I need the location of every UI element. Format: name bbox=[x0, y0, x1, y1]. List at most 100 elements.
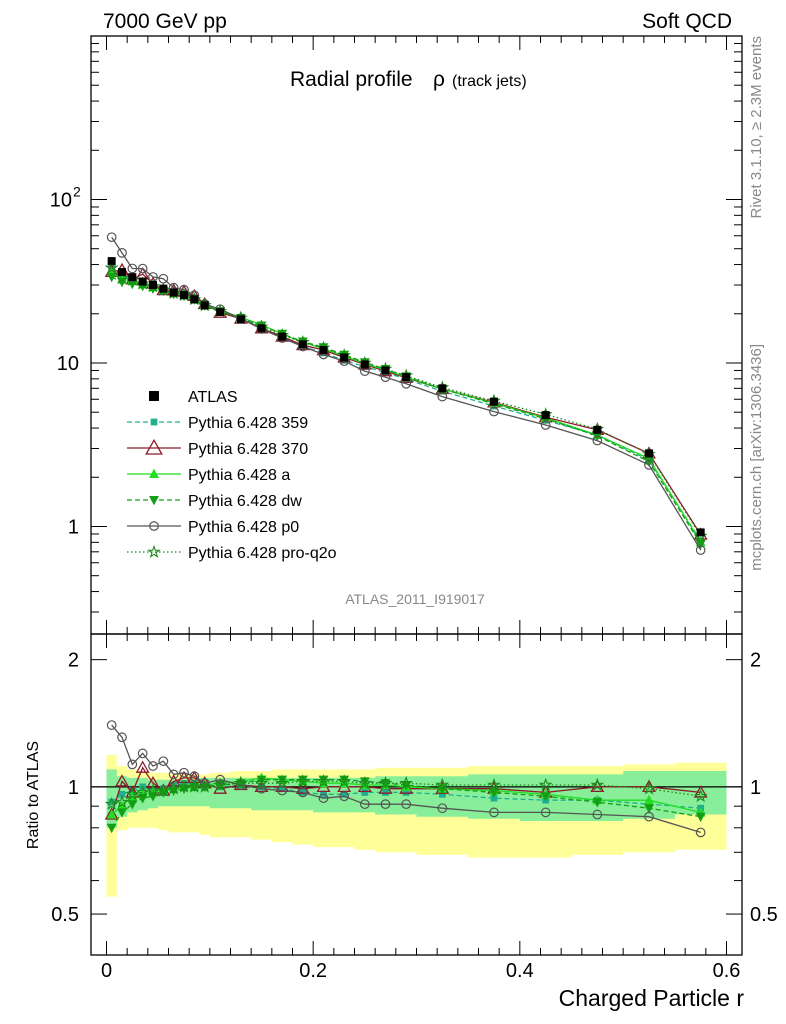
point-ratio-pythia-6-428-dw bbox=[117, 808, 127, 818]
point-main-atlas bbox=[107, 257, 116, 266]
point-main-pythia-6-428-p0 bbox=[489, 406, 499, 417]
point-main-atlas bbox=[593, 425, 602, 434]
point-main-atlas bbox=[696, 528, 705, 537]
point-ratio-pythia-6-428-pro-q2o bbox=[693, 788, 708, 803]
point-ratio-pythia-6-428-pro-q2o bbox=[337, 774, 352, 788]
point-main-pythia-6-428-p0 bbox=[106, 232, 117, 243]
point-ratio-pythia-6-428-359 bbox=[118, 790, 126, 798]
point-ratio-pythia-6-428-pro-q2o bbox=[295, 774, 310, 788]
legend-label-pythia-6-428-359: Pythia 6.428 359 bbox=[188, 415, 308, 432]
point-main-atlas bbox=[149, 280, 157, 289]
point-ratio-pythia-6-428-p0 bbox=[137, 748, 148, 759]
point-ratio-pythia-6-428-pro-q2o bbox=[135, 785, 150, 799]
point-ratio-pythia-6-428-dw bbox=[256, 775, 267, 786]
point-main-atlas bbox=[190, 295, 199, 304]
point-ratio-pythia-6-428-370 bbox=[693, 785, 708, 798]
point-main-atlas bbox=[438, 384, 447, 393]
point-main-atlas bbox=[402, 373, 411, 382]
y-tick-label-main: 10 bbox=[57, 353, 79, 375]
point-ratio-pythia-6-428-pro-q2o bbox=[213, 777, 228, 791]
y-tick-label-ratio: 1 bbox=[68, 777, 79, 799]
line-main-pythia-6-428-p0 bbox=[111, 236, 702, 551]
point-ratio-pythia-6-428-p0 bbox=[437, 803, 448, 814]
point-ratio-pythia-6-428-pro-q2o bbox=[156, 783, 171, 797]
legend-marker-pythia-6-428-dw bbox=[149, 495, 159, 506]
point-ratio-pythia-6-428-p0 bbox=[540, 807, 551, 818]
point-ratio-pythia-6-428-p0 bbox=[127, 759, 138, 770]
point-main-atlas bbox=[360, 360, 369, 369]
header-left: 7000 GeV pp bbox=[103, 10, 227, 33]
point-main-atlas bbox=[298, 340, 307, 349]
point-ratio-pythia-6-428-pro-q2o bbox=[166, 781, 181, 795]
legend-label-pythia-6-428-370: Pythia 6.428 370 bbox=[188, 441, 308, 458]
point-main-pythia-6-428-dw bbox=[695, 539, 706, 550]
point-ratio-pythia-6-428-p0 bbox=[179, 767, 189, 778]
point-main-atlas bbox=[319, 346, 328, 355]
point-ratio-pythia-6-428-pro-q2o bbox=[177, 779, 191, 793]
y-tick-label-main-exponent: 2 bbox=[73, 183, 81, 199]
point-main-pythia-6-428-p0 bbox=[540, 420, 551, 430]
point-ratio-pythia-6-428-p0 bbox=[339, 791, 350, 802]
point-ratio-pythia-6-428-359 bbox=[490, 794, 498, 802]
point-main-pythia-6-428-p0 bbox=[127, 263, 138, 274]
point-main-atlas bbox=[200, 301, 209, 310]
point-ratio-pythia-6-428-359 bbox=[278, 785, 286, 793]
point-ratio-pythia-6-428-p0 bbox=[215, 774, 226, 785]
point-main-atlas bbox=[340, 353, 349, 362]
point-ratio-pythia-6-428-pro-q2o bbox=[642, 781, 656, 795]
point-ratio-pythia-6-428-pro-q2o bbox=[378, 775, 393, 790]
point-ratio-pythia-6-428-p0 bbox=[401, 799, 412, 810]
header-right: Soft QCD bbox=[642, 10, 732, 33]
point-ratio-pythia-6-428-a bbox=[117, 800, 127, 811]
y-tick-label-main: 10 bbox=[50, 189, 72, 211]
legend-marker-atlas bbox=[149, 391, 159, 401]
point-ratio-pythia-6-428-pro-q2o bbox=[538, 777, 553, 791]
point-ratio-pythia-6-428-359 bbox=[382, 789, 389, 796]
point-ratio-pythia-6-428-p0 bbox=[359, 799, 370, 810]
point-ratio-pythia-6-428-dw bbox=[277, 775, 288, 786]
point-ratio-pythia-6-428-p0 bbox=[489, 807, 499, 818]
legend-label-pythia-6-428-pro-q2o: Pythia 6.428 pro-q2o bbox=[188, 545, 337, 562]
chart-title-symbol: ρ bbox=[433, 68, 445, 91]
point-main-atlas bbox=[645, 449, 653, 458]
point-main-pythia-6-428-pro-q2o bbox=[115, 270, 129, 284]
x-tick-label: 0.6 bbox=[713, 960, 741, 982]
point-ratio-pythia-6-428-370 bbox=[104, 807, 119, 820]
point-ratio-pythia-6-428-359 bbox=[402, 789, 410, 796]
legend-label-pythia-6-428-dw: Pythia 6.428 dw bbox=[188, 493, 302, 510]
point-ratio-pythia-6-428-p0 bbox=[277, 785, 288, 796]
point-ratio-pythia-6-428-359 bbox=[438, 790, 446, 798]
point-main-atlas bbox=[118, 268, 126, 277]
point-ratio-pythia-6-428-a bbox=[644, 794, 654, 805]
legend-label-pythia-6-428-a: Pythia 6.428 a bbox=[188, 467, 290, 484]
point-main-atlas bbox=[257, 324, 266, 333]
point-main-pythia-6-428-p0 bbox=[137, 263, 148, 274]
point-ratio-pythia-6-428-pro-q2o bbox=[233, 775, 248, 790]
point-ratio-pythia-6-428-pro-q2o bbox=[197, 779, 212, 793]
point-main-atlas bbox=[278, 332, 287, 341]
point-ratio-pythia-6-428-a bbox=[106, 809, 117, 819]
legend: ATLAS Pythia 6.428 359 Pythia 6.428 370 Pyt… bbox=[127, 389, 337, 562]
point-main-atlas bbox=[541, 411, 550, 420]
point-ratio-pythia-6-428-p0 bbox=[235, 780, 246, 790]
point-ratio-pythia-6-428-359 bbox=[128, 787, 136, 794]
uncertainty-bands bbox=[106, 754, 727, 897]
point-ratio-pythia-6-428-p0 bbox=[256, 783, 267, 794]
point-main-pythia-6-428-p0 bbox=[644, 460, 654, 470]
point-ratio-pythia-6-428-pro-q2o bbox=[487, 777, 501, 791]
point-ratio-pythia-6-428-pro-q2o bbox=[275, 775, 290, 790]
point-ratio-pythia-6-428-dw bbox=[695, 812, 706, 823]
point-ratio-pythia-6-428-pro-q2o bbox=[254, 775, 269, 790]
legend-marker-pythia-6-428-359 bbox=[150, 418, 158, 426]
point-ratio-pythia-6-428-p0 bbox=[644, 811, 654, 822]
x-tick-label: 0.4 bbox=[506, 960, 534, 982]
line-ratio-pythia-6-428-p0 bbox=[111, 724, 701, 834]
y-tick-label-ratio-right: 0.5 bbox=[750, 904, 778, 926]
point-ratio-pythia-6-428-370 bbox=[115, 774, 129, 787]
point-ratio-pythia-6-428-p0 bbox=[148, 761, 158, 771]
x-axis-label: Charged Particle r bbox=[559, 985, 745, 1011]
point-main-atlas bbox=[128, 273, 137, 282]
point-main-atlas bbox=[236, 315, 245, 324]
point-main-pythia-6-428-p0 bbox=[592, 435, 603, 446]
